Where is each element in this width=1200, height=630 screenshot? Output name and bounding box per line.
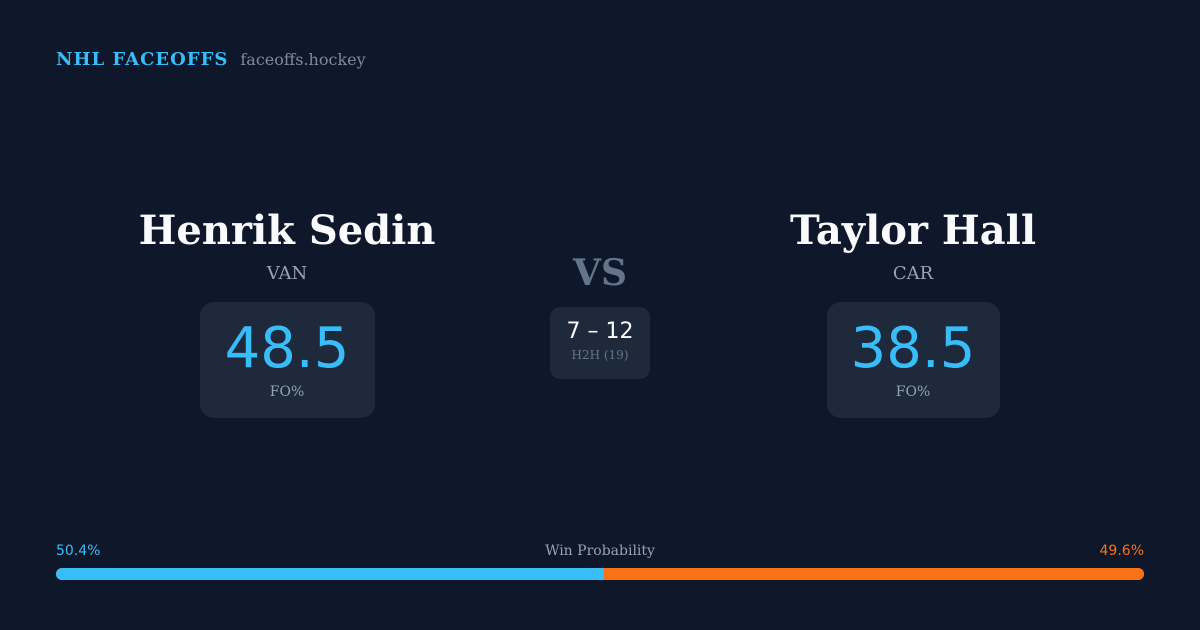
faceoff-label: FO% bbox=[895, 384, 931, 400]
faceoff-stat-card: 48.5 FO% bbox=[199, 302, 375, 418]
win-probability-bar-left bbox=[56, 568, 605, 580]
faceoff-percentage: 48.5 bbox=[224, 316, 350, 381]
win-probability-title: Win Probability bbox=[545, 543, 655, 559]
win-probability-left: 50.4% bbox=[56, 543, 101, 559]
win-probability: 50.4% Win Probability 49.6% bbox=[56, 543, 1144, 580]
h2h-label: H2H (19) bbox=[571, 348, 629, 362]
h2h-score: 7 – 12 bbox=[566, 319, 634, 344]
player-2: Taylor Hall CAR 38.5 FO% bbox=[713, 205, 1113, 418]
win-probability-right: 49.6% bbox=[1099, 543, 1144, 559]
faceoff-percentage: 38.5 bbox=[850, 316, 976, 381]
faceoff-label: FO% bbox=[269, 384, 305, 400]
vs-label: VS bbox=[573, 252, 627, 294]
player-1: Henrik Sedin VAN 48.5 FO% bbox=[87, 205, 487, 418]
player-team: CAR bbox=[892, 263, 934, 284]
faceoff-stat-card: 38.5 FO% bbox=[826, 302, 1000, 418]
player-name: Taylor Hall bbox=[789, 207, 1037, 254]
head-to-head-card: 7 – 12 H2H (19) bbox=[550, 307, 650, 379]
brand: NHL FACEOFFS faceoffs.hockey bbox=[56, 49, 366, 70]
brand-url: faceoffs.hockey bbox=[240, 50, 366, 69]
win-probability-bar-right bbox=[604, 568, 1144, 580]
win-probability-bar bbox=[56, 568, 1144, 580]
player-name: Henrik Sedin bbox=[138, 207, 436, 254]
player-team: VAN bbox=[266, 263, 308, 284]
brand-name: NHL FACEOFFS bbox=[56, 49, 229, 70]
